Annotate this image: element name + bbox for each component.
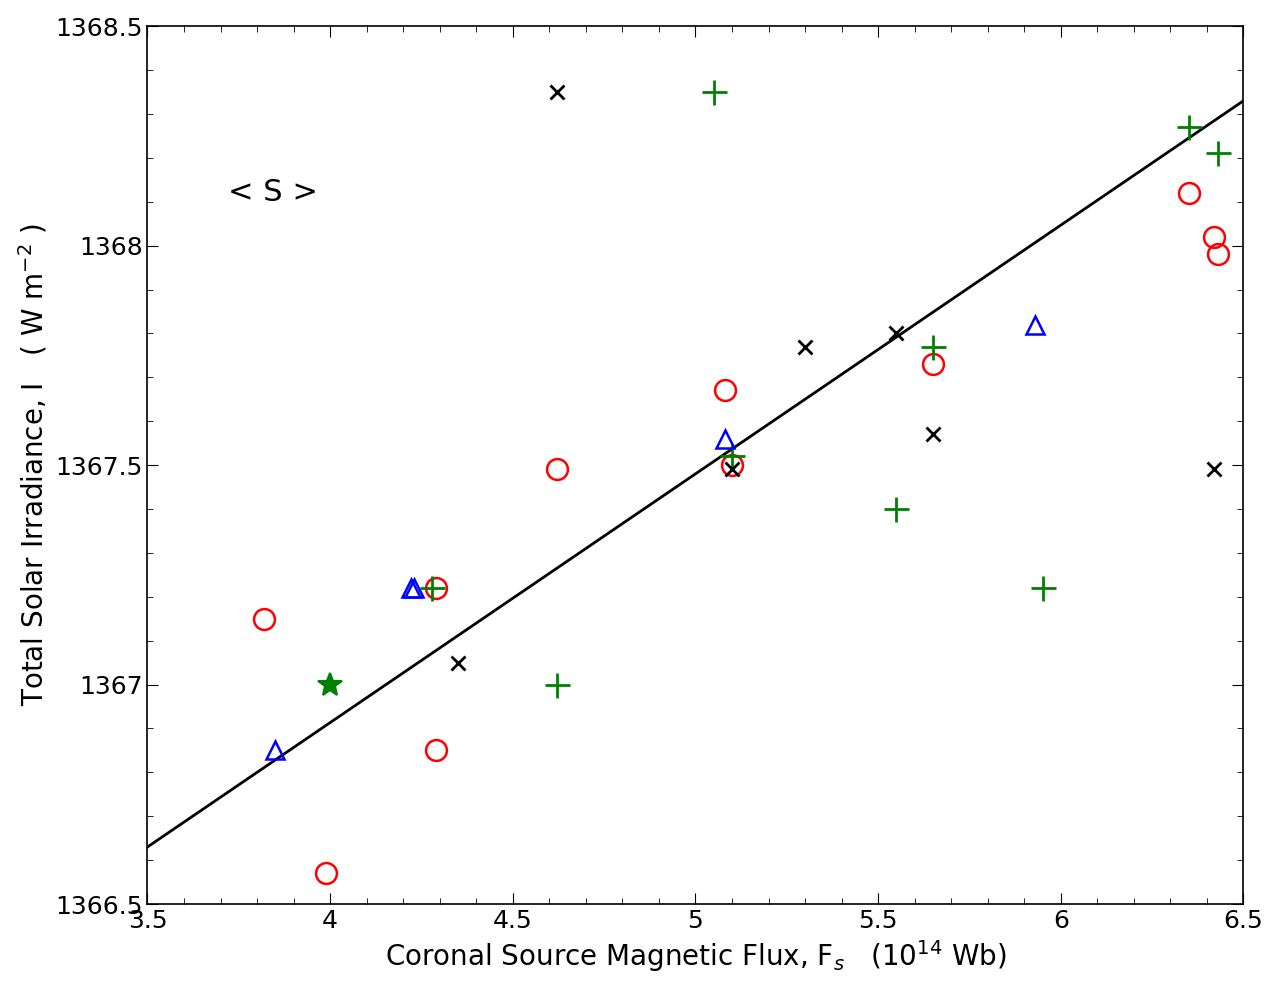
Y-axis label: Total Solar Irradiance, I   ( W m$^{-2}$ ): Total Solar Irradiance, I ( W m$^{-2}$ ) <box>17 224 50 707</box>
X-axis label: Coronal Source Magnetic Flux, F$_s$   (10$^{14}$ Wb): Coronal Source Magnetic Flux, F$_s$ (10$… <box>385 938 1006 974</box>
Text: < S >: < S > <box>228 178 317 207</box>
